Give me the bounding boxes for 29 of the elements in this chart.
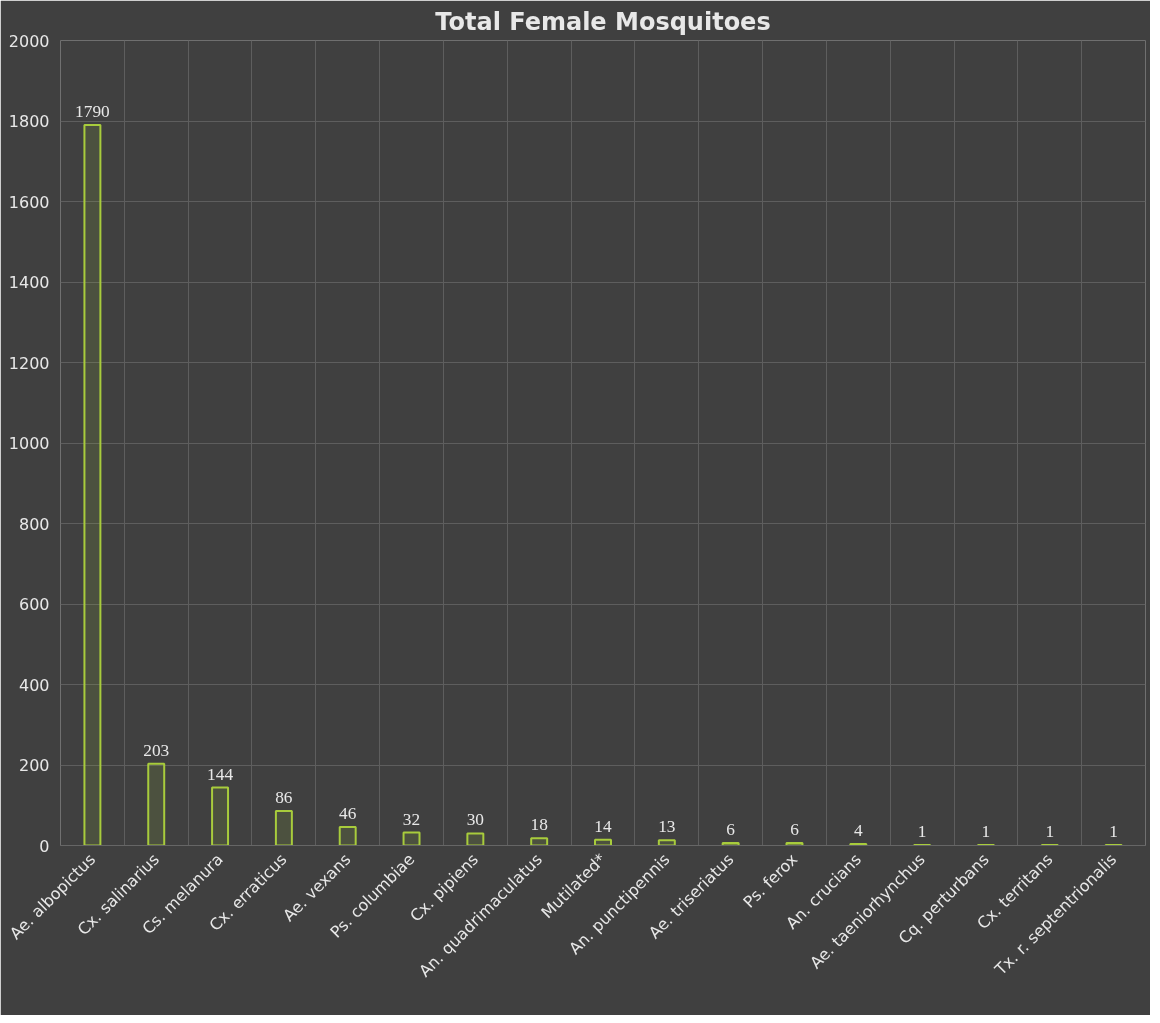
chart-title: Total Female Mosquitoes — [435, 7, 771, 36]
y-tick-label: 1200 — [8, 353, 50, 373]
data-label: 32 — [402, 809, 421, 829]
y-tick-label: 0 — [39, 836, 50, 856]
data-label: 13 — [658, 817, 676, 837]
data-label: 1790 — [75, 102, 110, 122]
y-tick-label: 1400 — [8, 273, 50, 292]
y-tick-label: 1600 — [8, 192, 50, 212]
y-tick-label: 400 — [18, 675, 50, 695]
data-label: 30 — [466, 810, 485, 830]
data-label: 86 — [275, 787, 293, 807]
y-tick-label: 1000 — [8, 434, 50, 453]
data-label: 1 — [1109, 822, 1118, 842]
y-tick-label: 200 — [18, 756, 50, 775]
data-label: 1 — [1045, 822, 1055, 842]
data-label: 14 — [594, 816, 612, 836]
data-label: 203 — [143, 740, 170, 760]
y-tick-label: 1800 — [8, 112, 50, 131]
data-label: 46 — [339, 803, 357, 823]
data-label: 1 — [917, 822, 927, 842]
data-label: 4 — [853, 820, 863, 840]
data-label: 1 — [981, 822, 991, 842]
data-label: 6 — [726, 820, 736, 840]
y-tick-label: 600 — [18, 595, 50, 614]
data-label: 6 — [790, 820, 800, 840]
y-tick-label: 800 — [18, 514, 50, 534]
data-label: 144 — [207, 764, 234, 784]
data-label: 18 — [530, 815, 548, 835]
y-tick-label: 2000 — [8, 31, 50, 51]
